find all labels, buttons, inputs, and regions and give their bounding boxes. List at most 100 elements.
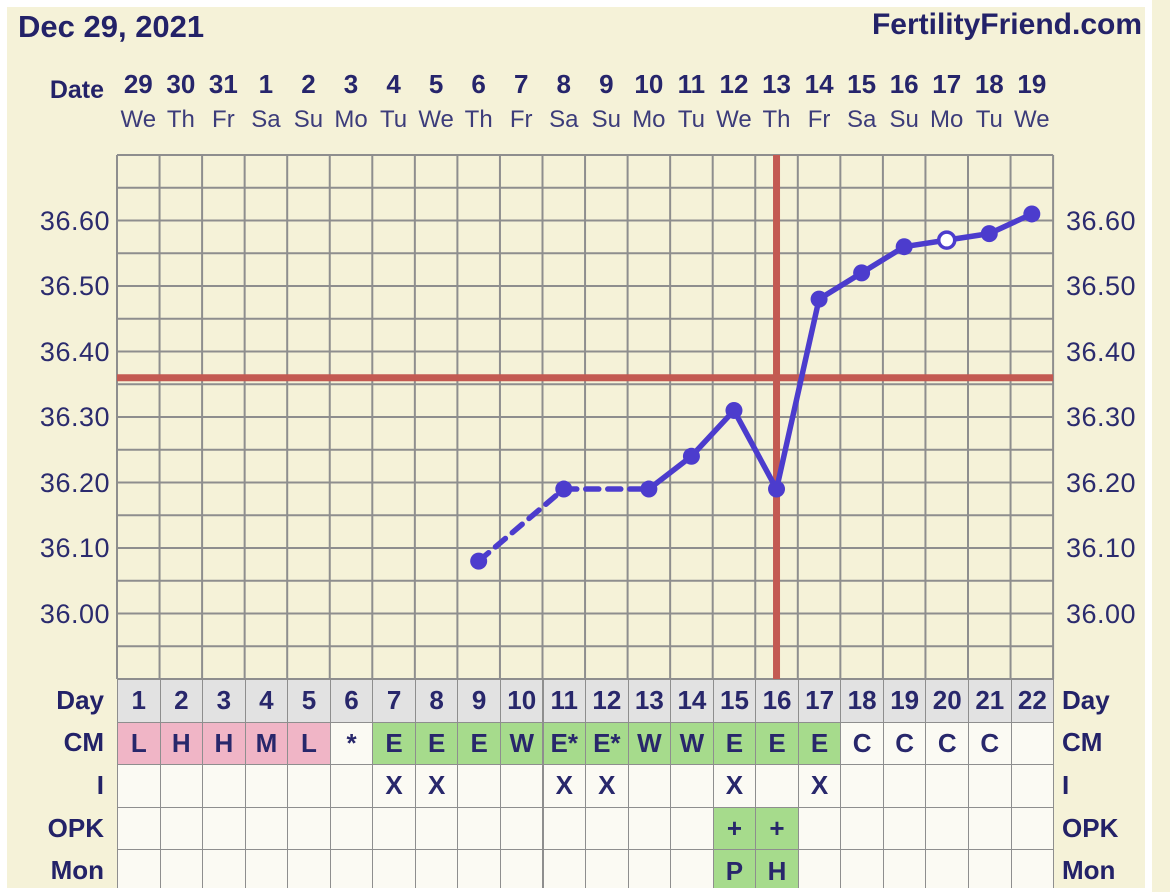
calendar-date-cell: 30 (166, 69, 196, 99)
chart-date-title: Dec 29, 2021 (18, 9, 205, 44)
day-cell-day-21: 21 (968, 679, 1012, 723)
calendar-date-cell: 10 (634, 69, 664, 99)
temp-point-day-19 (895, 238, 913, 256)
cm-cell-day-7: E (372, 721, 416, 766)
opk-cell-day-21 (968, 806, 1012, 851)
calendar-weekday-cell: Fr (807, 106, 831, 133)
calendar-weekday-cell: Th (166, 106, 195, 133)
cm-cell-day-17: E (797, 721, 842, 766)
opk-cell-day-19 (882, 806, 927, 851)
row-label-right-cm: CM (1062, 727, 1103, 758)
cm-cell-day-22 (1010, 721, 1055, 766)
monitor-cell-day-4 (244, 849, 289, 892)
calendar-date-cell: 8 (556, 69, 571, 99)
day-cell-day-12: 12 (585, 679, 629, 723)
intercourse-cell-day-20 (925, 764, 969, 808)
row-label-left-opk: OPK (47, 812, 104, 843)
intercourse-cell-day-1 (117, 764, 161, 808)
day-cell-day-16: 16 (755, 679, 799, 723)
temp-segment (646, 453, 695, 492)
monitor-cell-day-13 (627, 849, 672, 892)
day-cell-day-17: 17 (797, 679, 842, 723)
calendar-weekday-cell: Sa (251, 106, 281, 133)
row-label-left-cm: CM (63, 727, 104, 758)
temp-point-open-day-20 (936, 230, 957, 250)
cm-cell-day-12: E* (585, 721, 629, 766)
opk-cell-day-15: + (712, 806, 757, 851)
intercourse-cell-day-21 (968, 764, 1012, 808)
cm-cell-day-11: E* (542, 721, 587, 766)
calendar-date-cell: 5 (428, 69, 444, 99)
calendar-weekday-cell: Sa (846, 106, 877, 133)
day-cell-day-3: 3 (202, 679, 246, 723)
opk-cell-day-17 (797, 806, 842, 851)
row-label-left-monitor: Mon (50, 855, 104, 886)
intercourse-cell-day-15: X (712, 764, 757, 808)
page-edge (1145, 0, 1152, 892)
intercourse-cell-day-4 (244, 764, 289, 808)
opk-cell-day-12 (585, 806, 629, 851)
calendar-weekday-cell: Mo (930, 106, 964, 133)
cm-cell-day-16: E (755, 721, 799, 766)
monitor-cell-day-6 (329, 849, 374, 892)
temp-point-day-18 (853, 264, 871, 282)
temp-point-day-16 (768, 480, 786, 498)
day-cell-day-2: 2 (159, 679, 204, 723)
monitor-cell-day-22 (1010, 849, 1055, 892)
y-tick-right: 36.00 (1066, 598, 1137, 629)
cm-cell-day-8: E (414, 721, 459, 766)
cm-cell-day-1: L (117, 721, 161, 766)
temp-segment (688, 407, 737, 460)
y-tick-left: 36.00 (39, 598, 110, 629)
page-edge (0, 0, 7, 892)
calendar-weekday-cell: We (418, 106, 454, 133)
calendar-weekday-cell: Tu (677, 106, 705, 133)
monitor-cell-day-9 (457, 849, 501, 892)
opk-cell-day-7 (372, 806, 416, 851)
intercourse-cell-day-9 (457, 764, 501, 808)
y-tick-right: 36.40 (1066, 336, 1137, 367)
opk-cell-day-8 (414, 806, 459, 851)
monitor-cell-day-7 (372, 849, 416, 892)
calendar-date-cell: 18 (974, 69, 1004, 99)
opk-cell-day-5 (287, 806, 331, 851)
opk-cell-day-9 (457, 806, 501, 851)
temp-point-day-17 (810, 290, 828, 308)
calendar-date-cell: 6 (471, 69, 486, 99)
day-cell-day-22: 22 (1010, 679, 1055, 723)
intercourse-cell-day-12: X (585, 764, 629, 808)
brand-link[interactable]: FertilityFriend.com (871, 8, 1142, 41)
monitor-cell-day-18 (840, 849, 884, 892)
row-label-left-day: Day (56, 684, 104, 715)
calendar-date-cell: 19 (1017, 69, 1047, 99)
row-label-right-intercourse: I (1062, 769, 1070, 800)
row-label-right-monitor: Mon (1062, 855, 1116, 886)
y-tick-left: 36.40 (39, 336, 110, 367)
opk-cell-day-6 (329, 806, 374, 851)
calendar-date-cell: 16 (889, 69, 919, 99)
row-label-left-intercourse: I (96, 769, 104, 800)
intercourse-cell-day-16 (755, 764, 799, 808)
cm-cell-day-10: W (499, 721, 544, 766)
opk-cell-day-20 (925, 806, 969, 851)
opk-cell-day-1 (117, 806, 161, 851)
calendar-weekday-cell: Th (464, 106, 493, 133)
y-tick-right: 36.50 (1066, 271, 1137, 301)
cm-cell-day-19: C (882, 721, 927, 766)
intercourse-cell-day-19 (882, 764, 927, 808)
temp-point-day-13 (640, 480, 658, 498)
day-cell-day-20: 20 (925, 679, 969, 723)
calendar-weekday-cell: We (1014, 106, 1050, 133)
calendar-date-cell: 7 (513, 69, 529, 99)
intercourse-cell-day-2 (159, 764, 204, 808)
calendar-date-cell: 11 (677, 69, 706, 99)
intercourse-cell-day-8: X (414, 764, 459, 808)
date-row-label: Date (49, 76, 104, 104)
y-tick-left: 36.60 (39, 205, 110, 236)
y-tick-right: 36.60 (1066, 205, 1137, 236)
calendar-weekday-cell: Fr (509, 106, 533, 133)
opk-cell-day-18 (840, 806, 884, 851)
intercourse-cell-day-13 (627, 764, 672, 808)
intercourse-cell-day-22 (1010, 764, 1055, 808)
